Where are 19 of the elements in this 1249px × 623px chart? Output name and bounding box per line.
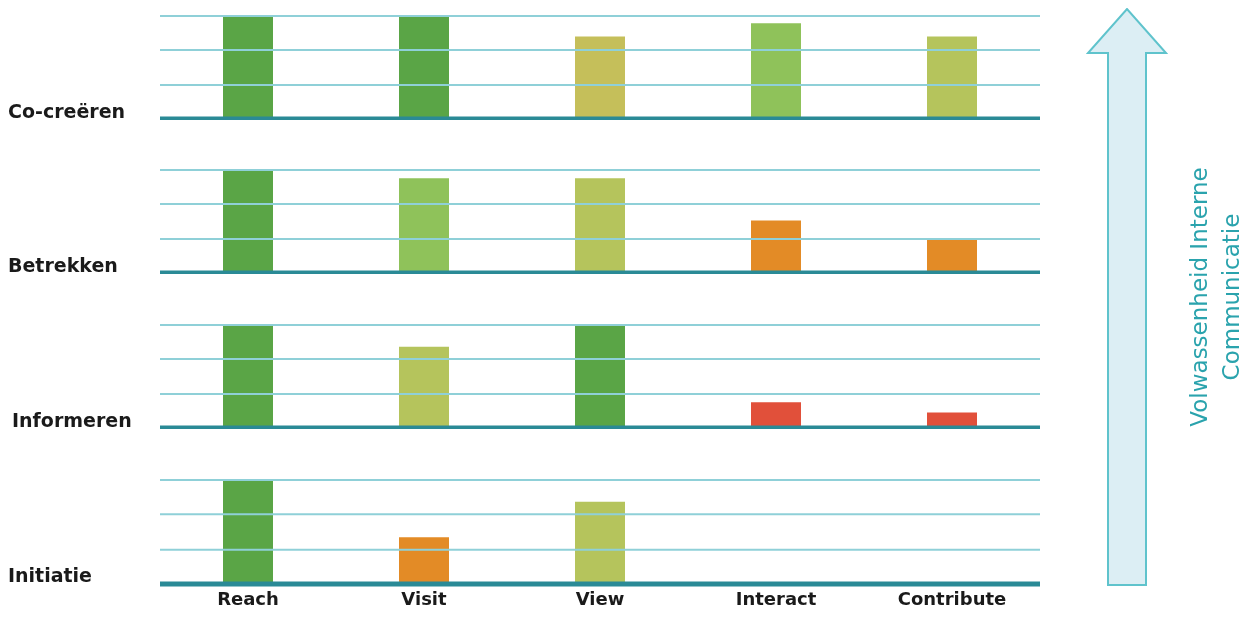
x-tick-label: Reach xyxy=(217,587,279,609)
x-tick-label: Contribute xyxy=(897,587,1007,609)
bar xyxy=(223,170,273,273)
bar xyxy=(751,402,801,428)
x-tick-label: Interact xyxy=(735,587,817,609)
text: Betrekken xyxy=(8,254,118,276)
x-tick-label: Visit xyxy=(401,587,448,609)
bar xyxy=(575,325,625,428)
text: Informeren xyxy=(12,409,132,431)
text: Volwassenheid Interne Communicatie xyxy=(1185,166,1245,429)
x-tick-label: View xyxy=(575,587,625,609)
bar xyxy=(399,346,449,428)
text: Initiatie xyxy=(8,564,93,586)
bar xyxy=(575,178,625,273)
bar xyxy=(399,178,449,273)
bar xyxy=(927,239,977,273)
bar xyxy=(751,220,801,273)
text: Co-creëren xyxy=(8,100,126,122)
bar xyxy=(223,325,273,428)
